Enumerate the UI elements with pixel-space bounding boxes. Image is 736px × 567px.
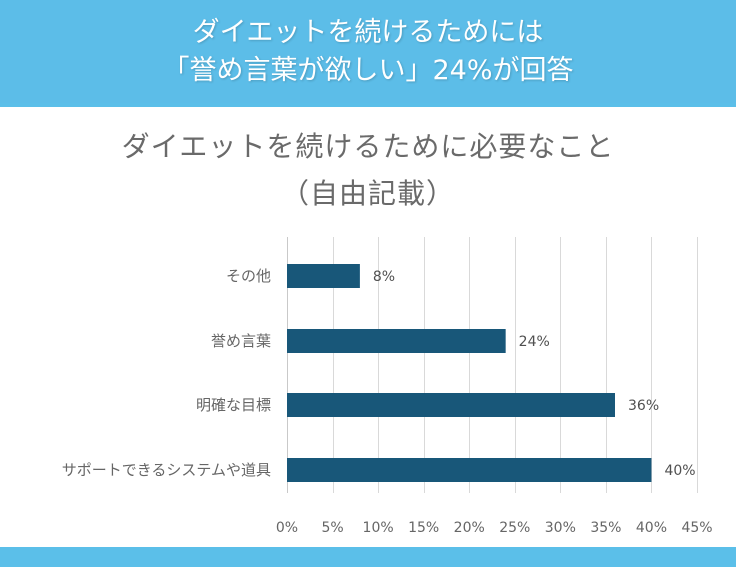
bar <box>287 458 652 482</box>
data-label: 8% <box>373 269 395 285</box>
x-tick-label: 30% <box>545 520 576 536</box>
category-label: サポートできるシステムや道具 <box>62 461 271 479</box>
data-label: 36% <box>628 398 659 414</box>
bar <box>287 264 360 288</box>
x-tick-label: 25% <box>499 520 530 536</box>
category-label: 明確な目標 <box>196 396 271 414</box>
x-tick-label: 20% <box>454 520 485 536</box>
x-tick-label: 45% <box>681 520 712 536</box>
category-label: その他 <box>226 267 271 285</box>
headline-banner: ダイエットを続けるためには 「誉め言葉が欲しい」24%が回答 <box>0 0 736 103</box>
bottom-band <box>0 547 736 567</box>
category-label: 誉め言葉 <box>211 332 271 350</box>
bar <box>287 329 506 353</box>
headline-line-2: 「誉め言葉が欲しい」24%が回答 <box>162 54 574 86</box>
x-tick-label: 10% <box>363 520 394 536</box>
chart-title: ダイエットを続けるために必要なこと <box>121 130 615 163</box>
x-tick-label: 40% <box>636 520 667 536</box>
bar <box>287 393 615 417</box>
chart-panel: ダイエットを続けるために必要なこと （自由記載） 0% 5% 10% 15% 20% 25… <box>0 107 736 547</box>
x-tick-label: 0% <box>276 520 298 536</box>
x-tick-label: 15% <box>408 520 439 536</box>
x-tick-label: 35% <box>590 520 621 536</box>
chart-subtitle: （自由記載） <box>280 177 455 210</box>
x-tick-label: 5% <box>321 520 343 536</box>
data-label: 24% <box>519 334 550 350</box>
headline-line-1: ダイエットを続けるためには <box>192 16 544 48</box>
bar-chart: 0% 5% 10% 15% 20% 25% 30% 35% 40% 45% その他 8% 誉め言葉 24%… <box>62 237 713 536</box>
data-label: 40% <box>664 463 695 479</box>
